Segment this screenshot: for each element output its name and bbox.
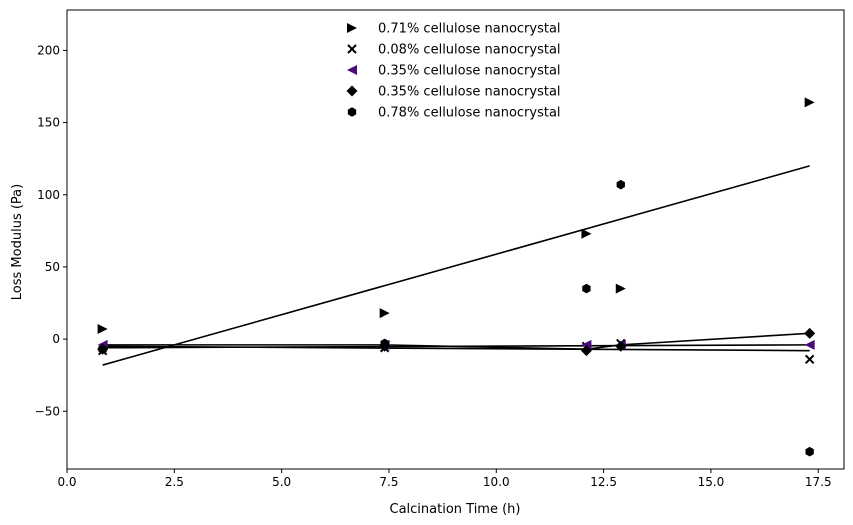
x-tick-label: 12.5 xyxy=(590,475,617,489)
data-point xyxy=(379,308,390,319)
legend-label: 0.35% cellulose nanocrystal xyxy=(378,64,561,79)
y-tick-label: 150 xyxy=(37,116,60,130)
legend-marker xyxy=(347,44,357,54)
x-tick-label: 2.5 xyxy=(165,475,184,489)
y-tick-label: 0 xyxy=(52,332,60,346)
legend-label: 0.71% cellulose nanocrystal xyxy=(378,22,561,37)
plot-frame xyxy=(66,9,845,470)
data-point xyxy=(580,345,592,357)
x-tick-label: 17.5 xyxy=(805,475,832,489)
data-point xyxy=(615,283,626,294)
y-tick-label: 200 xyxy=(37,43,60,57)
x-axis-label: Calcination Time (h) xyxy=(390,502,521,517)
legend-label: 0.08% cellulose nanocrystal xyxy=(378,43,561,58)
legend-label: 0.35% cellulose nanocrystal xyxy=(378,85,561,100)
legend-label: 0.78% cellulose nanocrystal xyxy=(378,106,561,121)
x-axis: 0.0 2.5 5.0 7.5 10.0 12.5 15.0 17.5 xyxy=(57,469,832,489)
x-tick-label: 5.0 xyxy=(272,475,291,489)
legend-marker xyxy=(347,23,357,33)
x-tick-label: 0.0 xyxy=(57,475,76,489)
y-axis-label: Loss Modulus (Pa) xyxy=(10,184,25,300)
legend-marker xyxy=(346,85,358,97)
y-tick-label: 100 xyxy=(37,188,60,202)
y-axis: −50 0 50 100 150 200 xyxy=(35,43,67,418)
data-point xyxy=(804,97,815,108)
data-point xyxy=(804,339,815,350)
y-tick-label: 50 xyxy=(45,260,60,274)
y-tick-label: −50 xyxy=(35,404,60,418)
data-point xyxy=(581,339,592,350)
data-point xyxy=(380,338,389,349)
data-point xyxy=(804,354,815,365)
trend-line xyxy=(102,165,810,366)
x-tick-label: 10.0 xyxy=(483,475,510,489)
data-point xyxy=(615,340,627,352)
legend-marker xyxy=(347,65,357,75)
data-point xyxy=(97,323,108,334)
data-point xyxy=(582,283,591,294)
legend-marker xyxy=(347,107,357,117)
data-point xyxy=(804,327,816,339)
x-tick-label: 7.5 xyxy=(379,475,398,489)
x-tick-label: 15.0 xyxy=(698,475,725,489)
data-point xyxy=(581,228,592,239)
data-point xyxy=(805,446,814,457)
data-point xyxy=(616,179,625,190)
data-point xyxy=(98,344,107,354)
legend: 0.71% cellulose nanocrystal 0.08% cellulo… xyxy=(346,22,561,121)
plot-area xyxy=(66,9,845,470)
